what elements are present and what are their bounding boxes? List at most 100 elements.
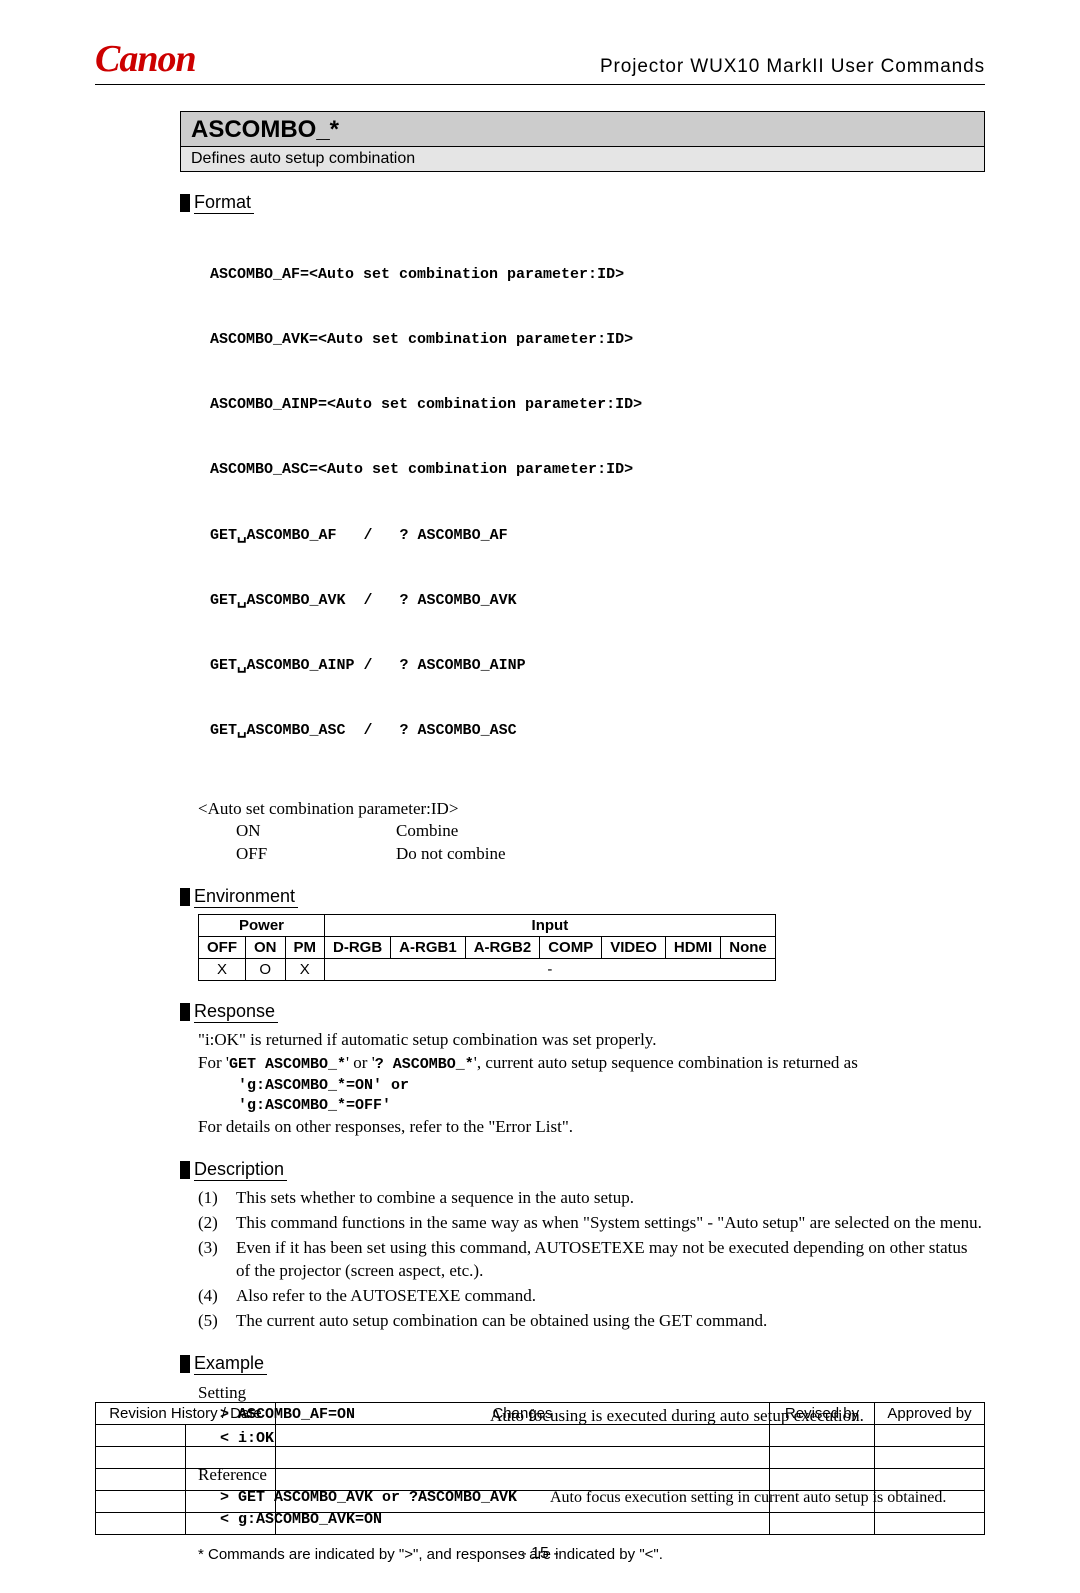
content-area: ASCOMBO_* Defines auto setup combination… bbox=[180, 111, 985, 1563]
table-cell bbox=[770, 1425, 875, 1447]
table-cell bbox=[875, 1425, 985, 1447]
table-cell bbox=[770, 1491, 875, 1513]
example-label: Setting bbox=[198, 1381, 985, 1405]
section-title: Environment bbox=[194, 886, 298, 908]
response-line: For 'GET ASCOMBO_*' or '? ASCOMBO_*', cu… bbox=[198, 1052, 985, 1075]
block-marker-icon bbox=[180, 1355, 190, 1373]
section-header-response: Response bbox=[180, 1001, 985, 1023]
section-header-example: Example bbox=[180, 1353, 985, 1375]
item-number: (5) bbox=[198, 1310, 236, 1333]
table-row: OFF ON PM D-RGB A-RGB1 A-RGB2 COMP VIDEO… bbox=[199, 937, 776, 959]
table-cell bbox=[875, 1513, 985, 1535]
item-text: Also refer to the AUTOSETEXE command. bbox=[236, 1285, 985, 1308]
page-footer: Revision History / Date Changes Revised … bbox=[95, 1402, 985, 1563]
format-line: GET␣ASCOMBO_AF / ? ASCOMBO_AF bbox=[210, 525, 985, 547]
table-row: Revision History / Date Changes Revised … bbox=[96, 1403, 985, 1425]
block-marker-icon bbox=[180, 1003, 190, 1021]
col-header: HDMI bbox=[665, 937, 720, 959]
description-list: (1)This sets whether to combine a sequen… bbox=[198, 1187, 985, 1333]
format-line: ASCOMBO_AINP=<Auto set combination param… bbox=[210, 394, 985, 416]
format-line: GET␣ASCOMBO_AVK / ? ASCOMBO_AVK bbox=[210, 590, 985, 612]
parameter-block: <Auto set combination parameter:ID> ON C… bbox=[198, 798, 985, 867]
table-cell bbox=[276, 1491, 770, 1513]
col-header: D-RGB bbox=[325, 937, 391, 959]
section-header-format: Format bbox=[180, 192, 985, 214]
table-cell bbox=[875, 1447, 985, 1469]
table-row bbox=[96, 1513, 985, 1535]
response-code: 'g:ASCOMBO_*=ON' or bbox=[238, 1076, 985, 1096]
format-line: GET␣ASCOMBO_AINP / ? ASCOMBO_AINP bbox=[210, 655, 985, 677]
text: For ' bbox=[198, 1053, 229, 1072]
item-text: This sets whether to combine a sequence … bbox=[236, 1187, 985, 1210]
parameter-value: Do not combine bbox=[396, 843, 506, 866]
table-cell bbox=[186, 1491, 276, 1513]
table-cell: - bbox=[325, 959, 776, 981]
item-text: The current auto setup combination can b… bbox=[236, 1310, 985, 1333]
command-subtitle: Defines auto setup combination bbox=[180, 147, 985, 172]
table-cell bbox=[770, 1469, 875, 1491]
table-cell bbox=[186, 1447, 276, 1469]
item-number: (3) bbox=[198, 1237, 236, 1283]
parameter-row: OFF Do not combine bbox=[236, 843, 985, 866]
format-line: ASCOMBO_AF=<Auto set combination paramet… bbox=[210, 264, 985, 286]
parameter-key: ON bbox=[236, 820, 396, 843]
table-row: Power Input bbox=[199, 915, 776, 937]
table-row bbox=[96, 1447, 985, 1469]
command-title-bar: ASCOMBO_* bbox=[180, 111, 985, 147]
table-cell bbox=[186, 1513, 276, 1535]
table-cell bbox=[186, 1469, 276, 1491]
page: Canon Projector WUX10 MarkII User Comman… bbox=[0, 0, 1080, 1593]
block-marker-icon bbox=[180, 194, 190, 212]
col-header: Changes bbox=[276, 1403, 770, 1425]
list-item: (1)This sets whether to combine a sequen… bbox=[198, 1187, 985, 1210]
format-line: ASCOMBO_ASC=<Auto set combination parame… bbox=[210, 459, 985, 481]
parameter-row: ON Combine bbox=[236, 820, 985, 843]
environment-table: Power Input OFF ON PM D-RGB A-RGB1 A-RGB… bbox=[198, 914, 776, 981]
block-marker-icon bbox=[180, 888, 190, 906]
col-group-input: Input bbox=[325, 915, 776, 937]
item-text: This command functions in the same way a… bbox=[236, 1212, 985, 1235]
table-cell bbox=[770, 1447, 875, 1469]
section-title: Description bbox=[194, 1159, 287, 1181]
response-line: "i:OK" is returned if automatic setup co… bbox=[198, 1029, 985, 1052]
col-header: ON bbox=[246, 937, 286, 959]
code-text: GET ASCOMBO_* bbox=[229, 1056, 346, 1073]
page-header: Canon Projector WUX10 MarkII User Comman… bbox=[95, 40, 985, 85]
section-title: Response bbox=[194, 1001, 278, 1023]
page-number: - 15 - bbox=[95, 1545, 985, 1563]
section-title: Format bbox=[194, 192, 254, 214]
list-item: (4)Also refer to the AUTOSETEXE command. bbox=[198, 1285, 985, 1308]
col-header: Approved by bbox=[875, 1403, 985, 1425]
table-cell: X bbox=[199, 959, 246, 981]
format-code-block: ASCOMBO_AF=<Auto set combination paramet… bbox=[210, 220, 985, 786]
list-item: (5)The current auto setup combination ca… bbox=[198, 1310, 985, 1333]
col-header: VIDEO bbox=[602, 937, 666, 959]
table-cell bbox=[276, 1447, 770, 1469]
item-number: (2) bbox=[198, 1212, 236, 1235]
response-body: "i:OK" is returned if automatic setup co… bbox=[198, 1029, 985, 1139]
item-number: (1) bbox=[198, 1187, 236, 1210]
table-cell: O bbox=[246, 959, 286, 981]
block-marker-icon bbox=[180, 1161, 190, 1179]
col-header: Revision History / Date bbox=[96, 1403, 276, 1425]
revision-table: Revision History / Date Changes Revised … bbox=[95, 1402, 985, 1535]
format-line: ASCOMBO_AVK=<Auto set combination parame… bbox=[210, 329, 985, 351]
list-item: (3)Even if it has been set using this co… bbox=[198, 1237, 985, 1283]
table-row bbox=[96, 1425, 985, 1447]
table-row bbox=[96, 1491, 985, 1513]
col-header: COMP bbox=[540, 937, 602, 959]
table-row bbox=[96, 1469, 985, 1491]
document-title: Projector WUX10 MarkII User Commands bbox=[600, 56, 985, 78]
table-cell bbox=[875, 1491, 985, 1513]
parameter-value: Combine bbox=[396, 820, 458, 843]
table-cell bbox=[186, 1425, 276, 1447]
section-header-environment: Environment bbox=[180, 886, 985, 908]
table-cell bbox=[276, 1425, 770, 1447]
section-header-description: Description bbox=[180, 1159, 985, 1181]
section-title: Example bbox=[194, 1353, 267, 1375]
table-cell bbox=[276, 1513, 770, 1535]
col-group-power: Power bbox=[199, 915, 325, 937]
table-row: X O X - bbox=[199, 959, 776, 981]
text: ', current auto setup sequence combinati… bbox=[474, 1053, 858, 1072]
table-cell bbox=[96, 1491, 186, 1513]
